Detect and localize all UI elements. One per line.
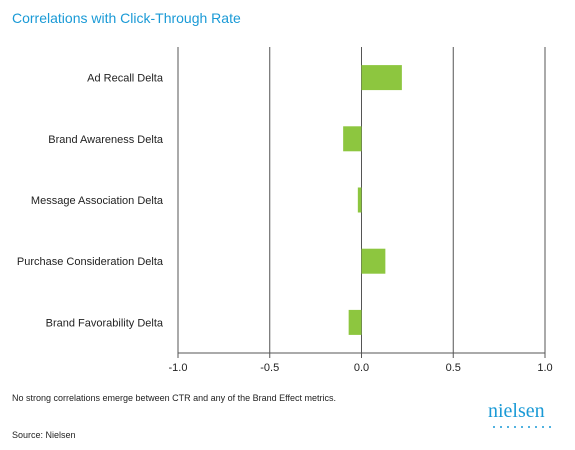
x-tick-label: 1.0: [537, 362, 552, 374]
chart-title: Correlations with Click-Through Rate: [12, 10, 241, 26]
category-label: Brand Awareness Delta: [48, 134, 164, 146]
bar: [357, 187, 362, 213]
bar: [361, 248, 386, 274]
x-tick-label: -0.5: [260, 362, 279, 374]
logo-dots: [493, 426, 551, 428]
bar: [343, 126, 362, 152]
bar: [361, 65, 402, 91]
category-label: Ad Recall Delta: [87, 73, 164, 85]
source-note: Source: Nielsen: [12, 430, 76, 440]
x-tick-label: 0.0: [354, 362, 369, 374]
category-label: Message Association Delta: [31, 195, 164, 207]
chart-x-axis: -1.0 -0.5 0.0 0.5 1.0: [169, 352, 553, 374]
category-label: Purchase Consideration Delta: [17, 256, 164, 268]
nielsen-logo: nielsen: [488, 400, 558, 430]
chart-bars: [343, 65, 402, 335]
category-label: Brand Favorability Delta: [46, 317, 164, 329]
bar: [348, 309, 362, 335]
x-tick-label: 0.5: [446, 362, 461, 374]
chart-note: No strong correlations emerge between CT…: [12, 393, 336, 403]
x-tick-label: -1.0: [169, 362, 188, 374]
chart-category-labels: Ad Recall Delta Brand Awareness Delta Mess…: [17, 73, 164, 330]
